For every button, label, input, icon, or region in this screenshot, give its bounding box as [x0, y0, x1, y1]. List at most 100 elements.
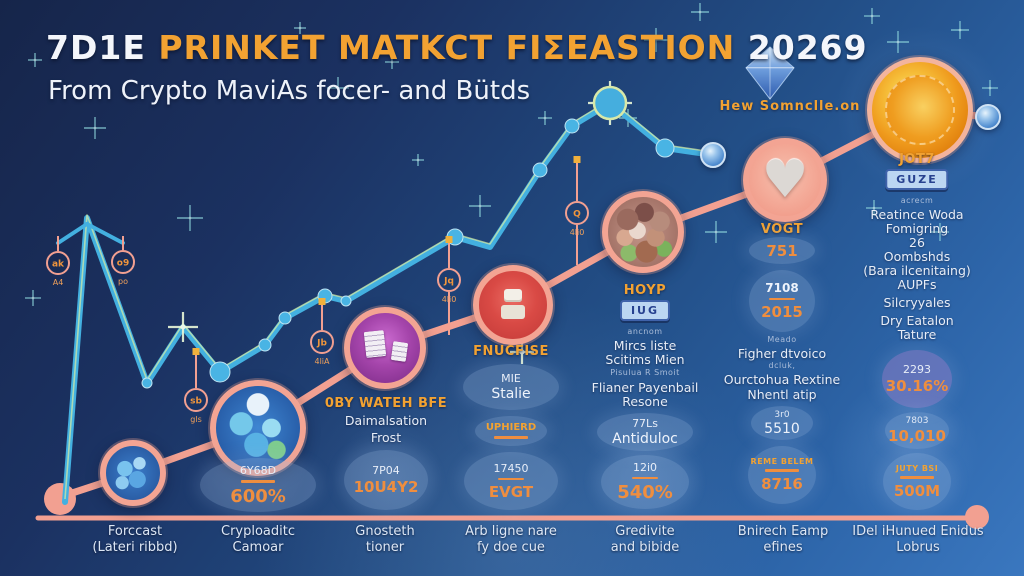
trend-line [62, 100, 716, 505]
callout-ring-icon [437, 268, 461, 292]
trend-node [532, 162, 548, 178]
timeline-label-line1: Arb ligne nare [465, 524, 557, 539]
stat-value: 5510 [764, 420, 800, 437]
stat-value: Stalie [491, 386, 531, 402]
stat-pill: JUTY BSI 500M [883, 453, 951, 510]
callout-label: gls [190, 415, 201, 424]
column-text: Oombshds [883, 249, 951, 264]
callout-connector: o9 po [111, 236, 135, 286]
stat-value: 540% [617, 482, 673, 503]
timeline-label: Arb ligne nare fy doe cue [465, 524, 557, 556]
column-text: Figher dtvoico [737, 346, 827, 361]
callout-glyph: Q [573, 210, 581, 220]
trend-node [655, 138, 675, 158]
star-sparkle-icon [931, 223, 949, 241]
version-badge: GUZE [885, 169, 949, 190]
stat-pill: 751 [749, 237, 815, 264]
stat-value: 751 [766, 241, 798, 260]
column-text: Frost [370, 430, 402, 445]
column-text: Ourctohua Rextine [723, 372, 841, 387]
column-text: AUPFs [897, 277, 937, 292]
document-icon [364, 330, 387, 359]
stat-value: 6Y68D [239, 463, 277, 477]
star-sparkle-icon [412, 154, 424, 166]
star-sparkle-icon [691, 3, 709, 21]
star-sparkle-icon [469, 195, 491, 217]
timeline-label-line2: (Lateri ribbd) [92, 540, 178, 555]
stat-value: 7108 [765, 281, 799, 295]
timeline-label-line1: Bnirech Eamp [737, 524, 829, 539]
stat-pill: 77Ls Antiduloc [597, 413, 693, 451]
stat-value: 30.16% [885, 377, 949, 395]
callout-label: 4li0 [442, 295, 457, 304]
stat-value: EVGT [488, 482, 534, 501]
trend-node [592, 85, 628, 121]
trend-peak-arm [56, 222, 89, 245]
trend-node [564, 118, 580, 134]
star-sparkle-icon [177, 205, 203, 231]
milestone-circle-sphere [975, 104, 1001, 130]
timeline-label: Bnirech Eamp efines [738, 524, 828, 556]
trend-node [141, 377, 153, 389]
timeline-label-line2: and bibide [610, 540, 680, 555]
version-badge: IUG [619, 300, 671, 321]
callout-label: 4liA [314, 357, 330, 366]
column-text: Tature [897, 327, 937, 342]
column-text: Scitims Mien [605, 352, 685, 367]
column-text: Dry Eatalon [880, 313, 954, 328]
stat-value: 10U4Y2 [353, 478, 419, 496]
column-heading: 0BY WATEH BFE [324, 396, 448, 411]
stat-value: 600% [230, 485, 286, 507]
callout-ring-icon [46, 251, 70, 275]
column-text: (Bara ilcenitaing) [863, 263, 971, 278]
column-text: Fomigring [885, 221, 949, 236]
callout-connector: sb gls [184, 348, 208, 424]
coin-icon [885, 75, 955, 145]
stat-value: JUTY BSI [895, 463, 939, 473]
stat-value: MIE [501, 372, 521, 385]
column-text: Nhentl atip [747, 387, 817, 402]
milestone-circle-heart: ♥ [743, 138, 827, 222]
stat-value: 500M [893, 481, 941, 500]
pill-divider [765, 469, 799, 472]
stat-pill: UPHIERD [475, 416, 547, 446]
timeline-label: Gredivite and bibide [611, 524, 680, 556]
stat-value: 7803 [905, 416, 929, 426]
stat-value: REME BELEM [750, 457, 814, 466]
timeline-label-line1: Forccast [107, 524, 163, 539]
stat-pill: MIE Stalie [463, 364, 559, 410]
page-title: 7D1E PRINKET MATKCT FIΣEASTION 20269 [46, 28, 868, 67]
callout-connector: Jb 4liA [310, 298, 334, 366]
flare-sparkle-icon [510, 340, 534, 364]
timeline-label-line2: efines [763, 540, 803, 555]
timeline-label-line2: tioner [365, 540, 405, 555]
star-sparkle-icon [866, 200, 882, 216]
flare-sparkle-icon [168, 312, 198, 342]
star-sparkle-icon [25, 290, 41, 306]
star-sparkle-icon [294, 22, 306, 34]
callout-label: po [118, 277, 128, 286]
trend-node [258, 338, 272, 352]
callout-glyph: Jb [316, 339, 327, 349]
column-subtext: Meado [767, 335, 797, 344]
column-heading: FNUCFISE [473, 344, 549, 359]
pill-divider [900, 475, 934, 479]
column-subtext: ancnom [627, 327, 663, 336]
milestone-circle-market [210, 380, 306, 476]
column-heading: JOT7 [899, 152, 935, 167]
column-text: Daimalsation [344, 413, 428, 428]
column-text: 26 [909, 235, 925, 250]
star-sparkle-icon [327, 77, 349, 99]
timeline-label: Cryploaditc Camoar [221, 524, 295, 556]
stat-pill: 7P04 10U4Y2 [344, 450, 428, 510]
stat-pill: 7803 10,010 [885, 412, 949, 449]
column-subtext: acrecm [900, 196, 934, 205]
callout-label: 4li0 [570, 228, 585, 237]
column-text: Mircs liste [613, 338, 677, 353]
stat-value: Antiduloc [612, 431, 678, 447]
star-sparkle-icon [705, 221, 727, 243]
column-subtext: Pisulua R Smoit [610, 368, 680, 377]
milestone-circle-crowd [602, 191, 684, 273]
pill-divider [498, 477, 524, 480]
